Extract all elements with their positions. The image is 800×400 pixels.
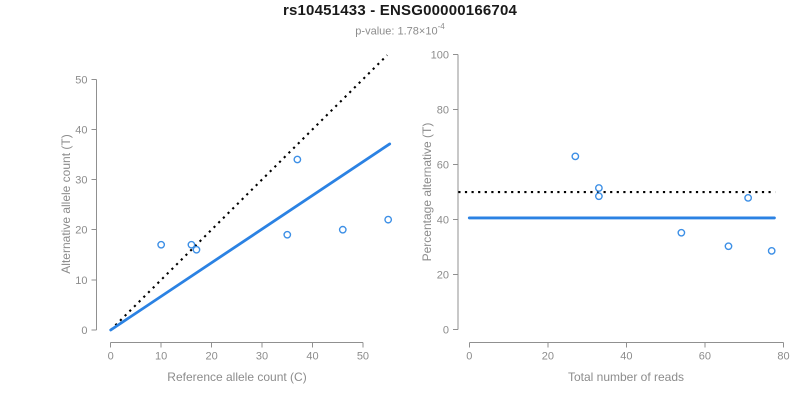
pvalue-text: p-value: 1.78×10 — [355, 25, 438, 38]
x-tick-label: 20 — [542, 351, 554, 363]
right-plot-x-axis-title: Total number of reads — [567, 370, 685, 384]
y-tick-label: 0 — [443, 325, 449, 337]
x-tick-label: 40 — [306, 351, 318, 363]
y-tick-label: 50 — [75, 74, 87, 86]
data-point — [338, 225, 347, 234]
data-point — [594, 192, 603, 201]
data-point — [724, 242, 733, 251]
y-tick-label: 100 — [431, 50, 449, 62]
x-tick-label: 60 — [699, 351, 711, 363]
data-point — [293, 155, 302, 164]
y-tick-label: 20 — [437, 270, 449, 282]
page-title: rs10451433 - ENSG00000166704 — [282, 2, 518, 19]
data-point — [594, 184, 603, 192]
x-tick-label: 0 — [466, 351, 472, 363]
data-point — [187, 240, 196, 249]
data-point — [157, 240, 166, 249]
right-plot-y-axis-title: Percentage alternative (T) — [420, 122, 434, 262]
identity-line — [109, 54, 388, 331]
data-point — [384, 215, 393, 224]
pvalue-subtitle: p-value: 1.78×10-4 — [0, 22, 800, 38]
left-plot-y-axis-title: Alternative allele count (T) — [59, 134, 73, 274]
y-tick-label: 20 — [75, 225, 87, 237]
x-tick-label: 40 — [620, 351, 632, 363]
pvalue-exponent: -4 — [437, 22, 445, 31]
left-plot-x-axis-title: Reference allele count (C) — [167, 370, 307, 384]
data-point — [192, 245, 201, 254]
y-tick-label: 30 — [75, 175, 87, 187]
y-tick-label: 60 — [437, 160, 449, 172]
x-tick-label: 50 — [357, 351, 369, 363]
data-point — [283, 230, 292, 239]
x-tick-label: 10 — [155, 351, 167, 363]
y-tick-label: 10 — [75, 275, 87, 287]
x-tick-label: 0 — [108, 351, 114, 363]
x-tick-label: 20 — [205, 351, 217, 363]
fit-line — [109, 142, 392, 332]
data-point — [677, 228, 686, 237]
x-tick-label: 30 — [256, 351, 268, 363]
y-tick-label: 40 — [437, 215, 449, 227]
y-tick-label: 80 — [437, 105, 449, 117]
x-tick-label: 80 — [777, 351, 789, 363]
y-tick-label: 0 — [81, 325, 87, 337]
data-point — [571, 152, 580, 161]
y-tick-label: 40 — [75, 124, 87, 136]
data-point — [767, 247, 776, 255]
data-point — [744, 193, 753, 202]
